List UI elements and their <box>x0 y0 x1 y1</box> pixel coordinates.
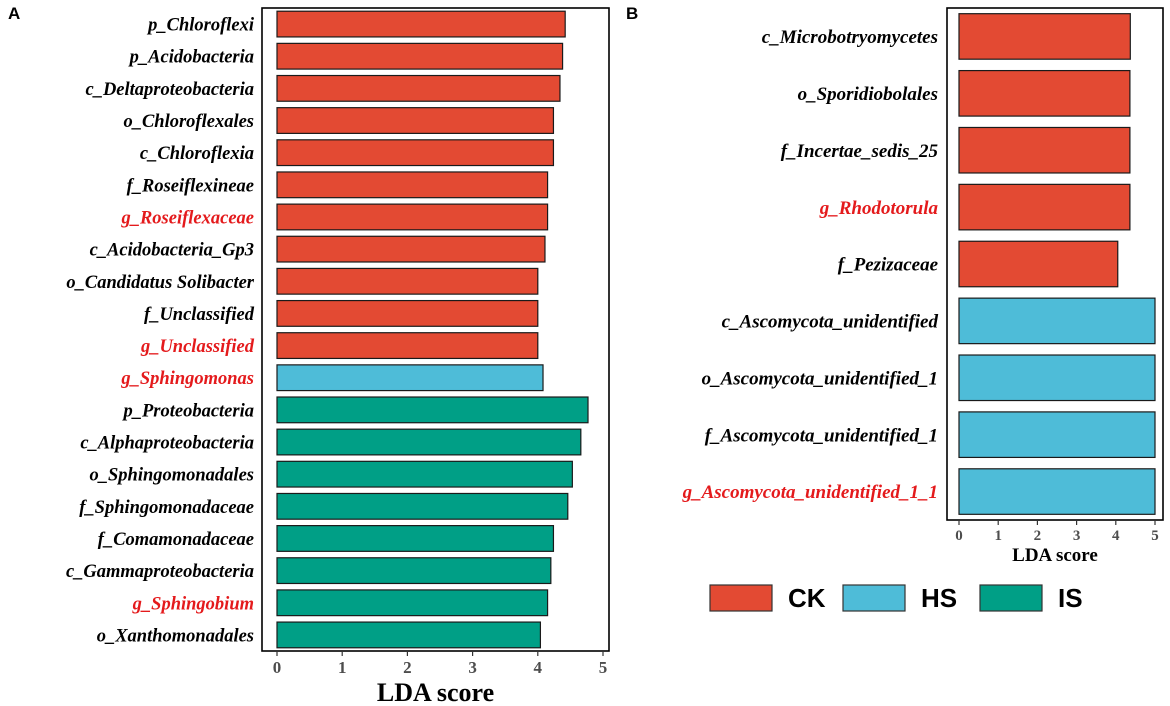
panel-a-bar-p-proteobacteria <box>276 396 589 424</box>
panel-a-category-label: p_Chloroflexi <box>146 16 255 36</box>
legend-label-ck: CK <box>788 583 826 613</box>
panel-b-category-label: g_Ascomycota_unidentified_1_1 <box>682 482 938 503</box>
panel-a-bar-o-sphingomonadales <box>276 460 573 488</box>
panel-a-category-label: f_Comamonadaceae <box>98 530 254 550</box>
panel-a-bar-f-roseiflexineae <box>276 171 549 199</box>
panel-b-bar-f-ascomycota-unidentified-1 <box>958 411 1156 459</box>
panel-a-category-label: p_Acidobacteria <box>128 48 254 68</box>
panel-a-x-axis-title: LDA score <box>377 678 494 706</box>
panel-a-x-tick-label: 0 <box>273 658 282 677</box>
panel-b-x-tick-label: 0 <box>955 528 963 544</box>
panel-a-bar-c-gammaproteobacteria <box>276 557 552 585</box>
panel-a-category-label: p_Proteobacteria <box>121 401 254 421</box>
panel-letter-b: B <box>626 4 638 23</box>
panel-a-bar-f-sphingomonadaceae <box>276 492 569 520</box>
panel-a-category-label: g_Roseiflexaceae <box>120 208 254 228</box>
panel-b-bar-o-ascomycota-unidentified-1 <box>958 354 1156 402</box>
panel-a-bar-p-chloroflexi <box>276 10 566 38</box>
panel-b-bar-g-rhodotorula <box>958 183 1131 231</box>
legend-swatch-hs <box>842 584 906 612</box>
panel-b-category-label: f_Pezizaceae <box>838 255 939 276</box>
legend-swatch-is <box>979 584 1043 612</box>
panel-a-category-label: o_Xanthomonadales <box>97 626 254 646</box>
panel-a-bar-f-comamonadaceae <box>276 525 555 552</box>
panel-a-chart: p_Chloroflexi p_Acidobacteria c_Deltaprote… <box>66 7 610 706</box>
panel-a-category-label: c_Alphaproteobacteria <box>80 434 254 454</box>
panel-a-category-label: c_Gammaproteobacteria <box>66 562 254 582</box>
panel-b-category-label: o_Ascomycota_unidentified_1 <box>702 368 938 389</box>
panel-b-x-tick-label: 1 <box>994 528 1002 544</box>
panel-a-category-label: o_Candidatus Solibacter <box>66 273 254 293</box>
panel-a-category-label: g_Sphingobium <box>132 594 254 614</box>
panel-a-bar-o-candidatus-solibacter <box>276 267 539 295</box>
panel-b-bar-o-sporidiobolales <box>958 69 1131 117</box>
panel-b-category-label: c_Microbotryomycetes <box>762 27 938 48</box>
panel-letter-a: A <box>8 4 20 23</box>
panel-b-chart: c_Microbotryomycetes o_Sporidiobolales f_I… <box>682 7 1164 566</box>
panel-a-bar-o-xanthomonadales <box>276 621 542 649</box>
panel-b-plot-frame <box>946 7 1164 521</box>
panel-a-bar-g-roseiflexaceae <box>276 203 549 231</box>
panel-a-category-label: o_Sphingomonadales <box>90 466 255 486</box>
panel-b-x-tick-label: 4 <box>1112 528 1120 544</box>
panel-a-x-tick-label: 4 <box>534 658 543 677</box>
panel-b-x-axis-title: LDA score <box>1012 545 1098 566</box>
legend-label-hs: HS <box>921 583 957 613</box>
panel-b-category-label: o_Sporidiobolales <box>798 84 938 105</box>
panel-a-x-tick-label: 5 <box>599 658 608 677</box>
panel-a-category-label: c_Acidobacteria_Gp3 <box>90 241 254 261</box>
panel-b-bar-f-incertae-sedis-25 <box>958 126 1131 174</box>
panel-a-bar-f-unclassified <box>276 299 539 327</box>
panel-a-category-label: f_Sphingomonadaceae <box>79 498 254 518</box>
panel-a-bar-p-acidobacteria <box>276 42 564 70</box>
panel-a-category-label: g_Sphingomonas <box>120 369 254 389</box>
panel-a-x-tick-label: 2 <box>403 658 412 677</box>
panel-b-bar-c-microbotryomycetes <box>958 13 1131 60</box>
panel-a-bar-c-alphaproteobacteria <box>276 428 582 456</box>
panel-b-category-label: c_Ascomycota_unidentified <box>722 312 939 333</box>
panel-a-bar-g-unclassified <box>276 332 539 360</box>
panel-b-bar-c-ascomycota-unidentified <box>958 297 1156 345</box>
panel-a-category-label: o_Chloroflexales <box>123 112 254 132</box>
panel-a-category-label: c_Chloroflexia <box>140 144 254 164</box>
panel-a-category-label: f_Unclassified <box>144 305 255 325</box>
panel-a-category-label: g_Unclassified <box>140 337 255 357</box>
panel-b-x-tick-label: 3 <box>1073 528 1081 544</box>
panel-a-x-tick-label: 3 <box>468 658 477 677</box>
panel-a-plot-frame <box>261 7 610 652</box>
legend: CK HS IS <box>709 583 1083 613</box>
panel-a-bar-g-sphingomonas <box>276 364 544 392</box>
panel-b-x-tick-label: 2 <box>1034 528 1042 544</box>
panel-a-category-label: c_Deltaproteobacteria <box>85 80 254 100</box>
panel-a-bar-g-sphingobium <box>276 589 549 617</box>
panel-b-category-label: f_Incertae_sedis_25 <box>781 141 939 162</box>
panel-a-bar-c-acidobacteria-gp3 <box>276 235 546 263</box>
panel-b-bar-f-pezizaceae <box>958 240 1119 288</box>
panel-b-category-label: g_Rhodotorula <box>819 198 939 219</box>
panel-a-x-tick-label: 1 <box>338 658 347 677</box>
legend-label-is: IS <box>1058 583 1083 613</box>
panel-a-bar-o-chloroflexales <box>276 107 555 134</box>
legend-swatch-ck <box>709 584 773 612</box>
panel-b-category-label: f_Ascomycota_unidentified_1 <box>705 425 938 446</box>
panel-a-bar-c-chloroflexia <box>276 139 555 167</box>
panel-b-bar-g-ascomycota-unidentified-1-1 <box>958 468 1156 515</box>
panel-a-bar-c-deltaproteobacteria <box>276 74 561 102</box>
panel-a-category-label: f_Roseiflexineae <box>127 176 254 196</box>
panel-b-x-tick-label: 5 <box>1151 528 1159 544</box>
